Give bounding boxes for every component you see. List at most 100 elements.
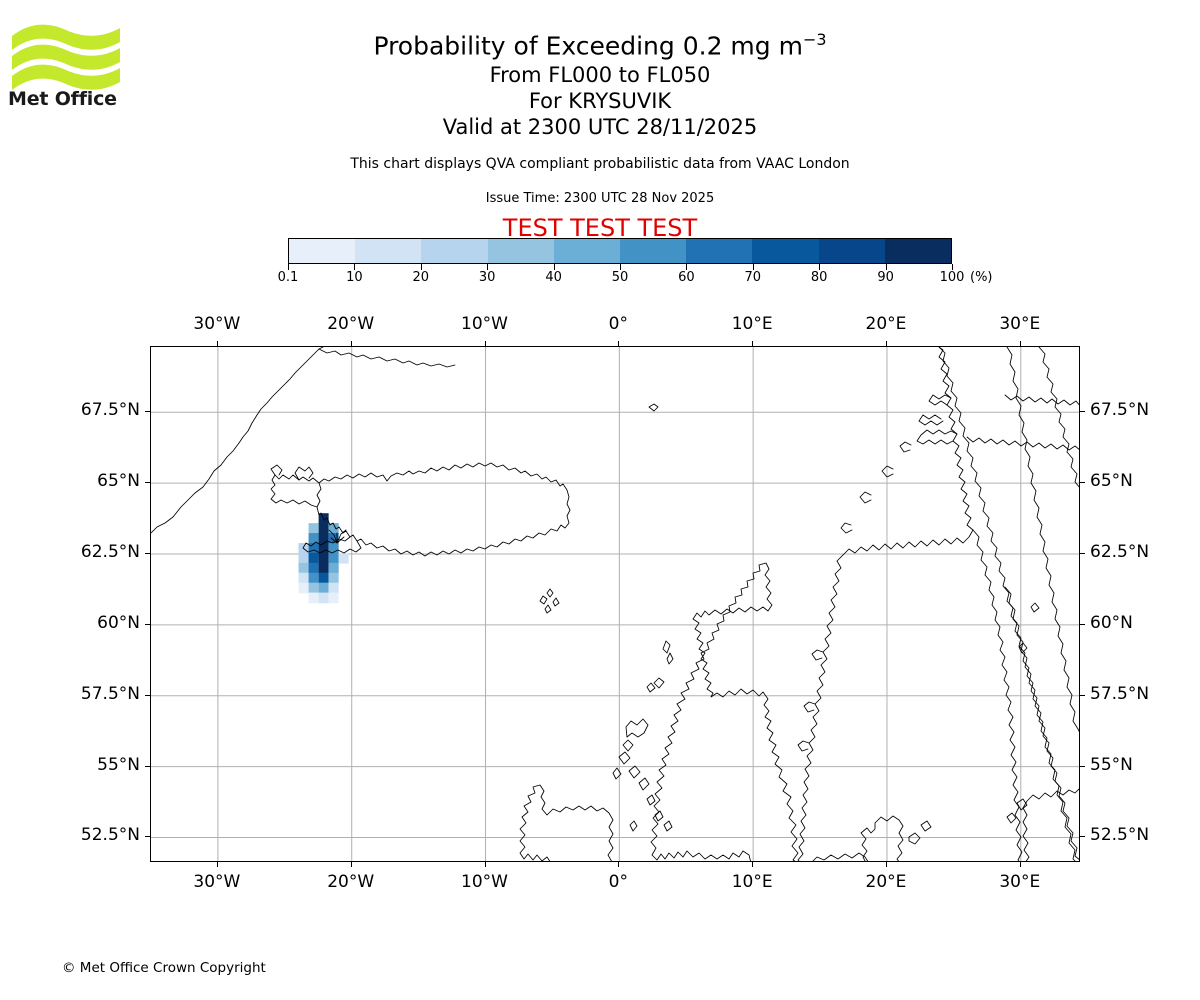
lon-tick-top-0	[216, 341, 218, 346]
ash-cell	[318, 552, 329, 564]
test-banner: TEST TEST TEST	[502, 214, 698, 242]
ash-cell	[328, 562, 339, 574]
ash-cell	[328, 572, 339, 584]
lat-tick-left-3	[145, 623, 150, 625]
colorbar-tick-6	[686, 264, 688, 270]
lat-tick-right-3	[1080, 623, 1085, 625]
lat-tick-right-5	[1080, 765, 1085, 767]
lat-tick-left-4	[145, 694, 150, 696]
ash-probability-field	[298, 513, 349, 604]
lon-tick-bottom-1	[350, 862, 352, 867]
colorbar-tick-5	[620, 264, 621, 270]
colorbar-tick-7	[752, 264, 754, 270]
ash-cell	[328, 523, 339, 534]
map-frame	[150, 346, 1080, 862]
colorbar-tick-2	[420, 264, 422, 270]
lat-tick-right-6	[1080, 836, 1085, 838]
valid-time-subtitle: Valid at 2300 UTC 28/11/2025	[442, 115, 758, 139]
lat-label-right-57.5°N: 57.5°N	[1090, 683, 1150, 704]
colorbar-tick-10	[952, 264, 953, 270]
colorbar-label-40: 40	[545, 270, 562, 285]
lon-tick-bottom-0	[216, 862, 218, 867]
lat-label-left-62.5°N: 62.5°N	[80, 541, 140, 562]
lat-label-left-65°N: 65°N	[97, 471, 140, 492]
lat-tick-left-2	[145, 552, 150, 554]
colorbar-tick-8	[819, 264, 821, 270]
colorbar-segment-3	[487, 239, 554, 263]
ash-cell	[308, 533, 319, 544]
lat-label-left-60°N: 60°N	[97, 612, 140, 633]
lat-label-right-62.5°N: 62.5°N	[1090, 541, 1150, 562]
ash-cell	[318, 523, 329, 534]
colorbar-segment-1	[355, 239, 422, 263]
colorbar-segment-4	[553, 239, 621, 263]
page-title-exponent: −3	[802, 30, 827, 49]
lat-label-left-52.5°N: 52.5°N	[80, 825, 140, 846]
lat-tick-left-5	[145, 765, 150, 767]
colorbar-tick-3	[487, 264, 489, 270]
volcano-subtitle: For KRYSUVIK	[528, 89, 672, 113]
met-office-logo-text: Met Office	[8, 88, 117, 110]
colorbar-tick-1	[354, 264, 356, 270]
colorbar-label-100: 100	[939, 270, 965, 285]
colorbar-gradient	[288, 238, 952, 264]
colorbar-label-70: 70	[744, 270, 762, 285]
lon-label-bottom-30°W: 30°W	[193, 872, 241, 892]
colorbar-segment-8	[818, 239, 885, 263]
lon-tick-bottom-3	[618, 862, 620, 867]
ash-cell	[308, 572, 319, 584]
issue-time-text: Issue Time: 2300 UTC 28 Nov 2025	[485, 191, 715, 206]
lat-tick-left-1	[145, 482, 150, 484]
lon-label-top-10°W: 10°W	[461, 314, 508, 334]
lon-tick-top-4	[752, 341, 754, 346]
map-plot-area	[150, 346, 1080, 862]
colorbar-tick-labels: 0.1 10 20 30 40 50 60 70 80 90 100	[0, 270, 1200, 288]
lat-label-right-65°N: 65°N	[1090, 471, 1133, 492]
coastlines	[151, 347, 1079, 861]
ash-cell	[308, 562, 319, 574]
colorbar-segment-9	[884, 239, 952, 263]
ash-cell	[328, 592, 339, 604]
colorbar-segment-5	[620, 239, 687, 263]
ash-cell	[298, 562, 309, 574]
lat-tick-right-0	[1080, 411, 1085, 413]
map-canvas	[151, 347, 1079, 861]
copyright-text: © Met Office Crown Copyright	[62, 960, 266, 976]
lon-label-top-20°W: 20°W	[327, 314, 375, 334]
lon-label-top-30°W: 30°W	[193, 314, 241, 334]
colorbar-tick-4	[553, 264, 555, 270]
lat-tick-right-4	[1080, 694, 1085, 696]
lon-label-bottom-10°E: 10°E	[731, 872, 773, 892]
colorbar	[288, 238, 952, 264]
ash-cell	[318, 533, 329, 544]
colorbar-ticks	[288, 264, 953, 271]
lat-tick-left-0	[145, 411, 150, 413]
colorbar-label-10: 10	[346, 270, 363, 285]
met-office-logo	[8, 20, 123, 115]
lon-tick-bottom-2	[484, 862, 486, 867]
lon-tick-top-5	[885, 341, 887, 346]
colorbar-segment-2	[421, 239, 488, 263]
lat-label-right-55°N: 55°N	[1090, 754, 1133, 775]
lat-label-right-67.5°N: 67.5°N	[1090, 400, 1150, 421]
lon-tick-bottom-4	[752, 862, 754, 867]
lon-tick-bottom-5	[885, 862, 887, 867]
ash-cell	[298, 582, 309, 594]
ash-cell	[298, 552, 309, 564]
flight-level-subtitle: From FL000 to FL050	[489, 63, 711, 87]
colorbar-label-20: 20	[412, 270, 430, 285]
lon-tick-top-6	[1019, 341, 1021, 346]
disclaimer-text: This chart displays QVA compliant probab…	[350, 156, 850, 172]
lon-label-top-20°E: 20°E	[865, 314, 907, 334]
lon-tick-bottom-6	[1019, 862, 1021, 867]
colorbar-label-50: 50	[611, 270, 629, 285]
map-gridlines	[151, 347, 1079, 861]
ash-cell	[298, 572, 309, 584]
colorbar-tick-0	[288, 264, 289, 270]
ash-cell	[308, 592, 319, 604]
ash-cell	[308, 523, 319, 534]
lon-label-bottom-0°: 0°	[608, 872, 628, 892]
met-office-logo-waves	[12, 24, 120, 90]
page-title: Probability of Exceeding 0.2 mg m−3	[0, 25, 1200, 61]
